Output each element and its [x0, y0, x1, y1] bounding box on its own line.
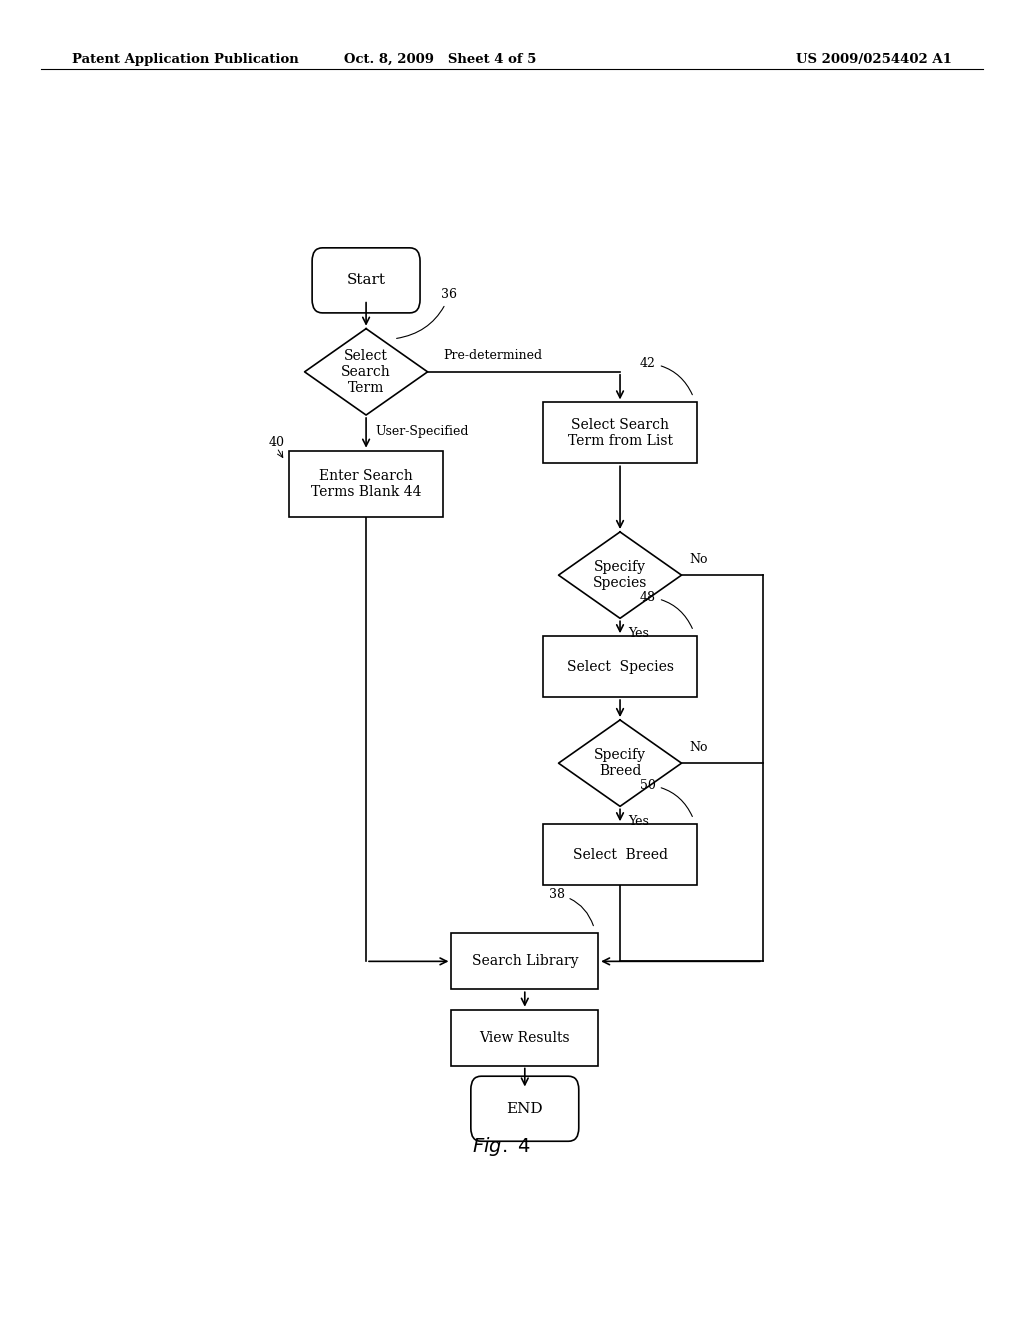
Text: Select  Breed: Select Breed [572, 847, 668, 862]
Text: Enter Search
Terms Blank 44: Enter Search Terms Blank 44 [311, 469, 421, 499]
Text: Specify
Species: Specify Species [593, 560, 647, 590]
Text: 48: 48 [640, 590, 692, 628]
Text: No: No [689, 741, 708, 754]
Text: Specify
Breed: Specify Breed [594, 748, 646, 779]
Text: View Results: View Results [479, 1031, 570, 1044]
Text: $\mathit{Fig.\ 4}$: $\mathit{Fig.\ 4}$ [472, 1135, 530, 1159]
Text: 36: 36 [396, 288, 458, 338]
Text: Yes: Yes [628, 627, 649, 640]
Text: Select
Search
Term: Select Search Term [341, 348, 391, 395]
Text: Patent Application Publication: Patent Application Publication [72, 53, 298, 66]
FancyBboxPatch shape [471, 1076, 579, 1142]
Text: 42: 42 [640, 356, 692, 395]
Text: No: No [689, 553, 708, 566]
Polygon shape [558, 532, 682, 618]
Bar [543, 636, 697, 697]
Text: Select Search
Term from List: Select Search Term from List [567, 417, 673, 447]
Text: END: END [507, 1102, 543, 1115]
Bar [452, 1010, 598, 1065]
FancyBboxPatch shape [312, 248, 420, 313]
Text: Yes: Yes [628, 814, 649, 828]
Text: Start: Start [346, 273, 386, 288]
Text: Pre-determined: Pre-determined [443, 348, 543, 362]
Bar [452, 933, 598, 989]
Text: 50: 50 [640, 779, 692, 817]
Polygon shape [304, 329, 428, 414]
Bar [543, 403, 697, 463]
Text: Select  Species: Select Species [566, 660, 674, 673]
Polygon shape [558, 719, 682, 807]
Text: US 2009/0254402 A1: US 2009/0254402 A1 [797, 53, 952, 66]
Text: Search Library: Search Library [471, 954, 579, 969]
Bar [543, 824, 697, 886]
Text: 40: 40 [269, 436, 285, 449]
Text: Oct. 8, 2009   Sheet 4 of 5: Oct. 8, 2009 Sheet 4 of 5 [344, 53, 537, 66]
Bar [289, 450, 443, 516]
Text: User-Specified: User-Specified [376, 425, 469, 438]
Text: 38: 38 [549, 888, 593, 925]
